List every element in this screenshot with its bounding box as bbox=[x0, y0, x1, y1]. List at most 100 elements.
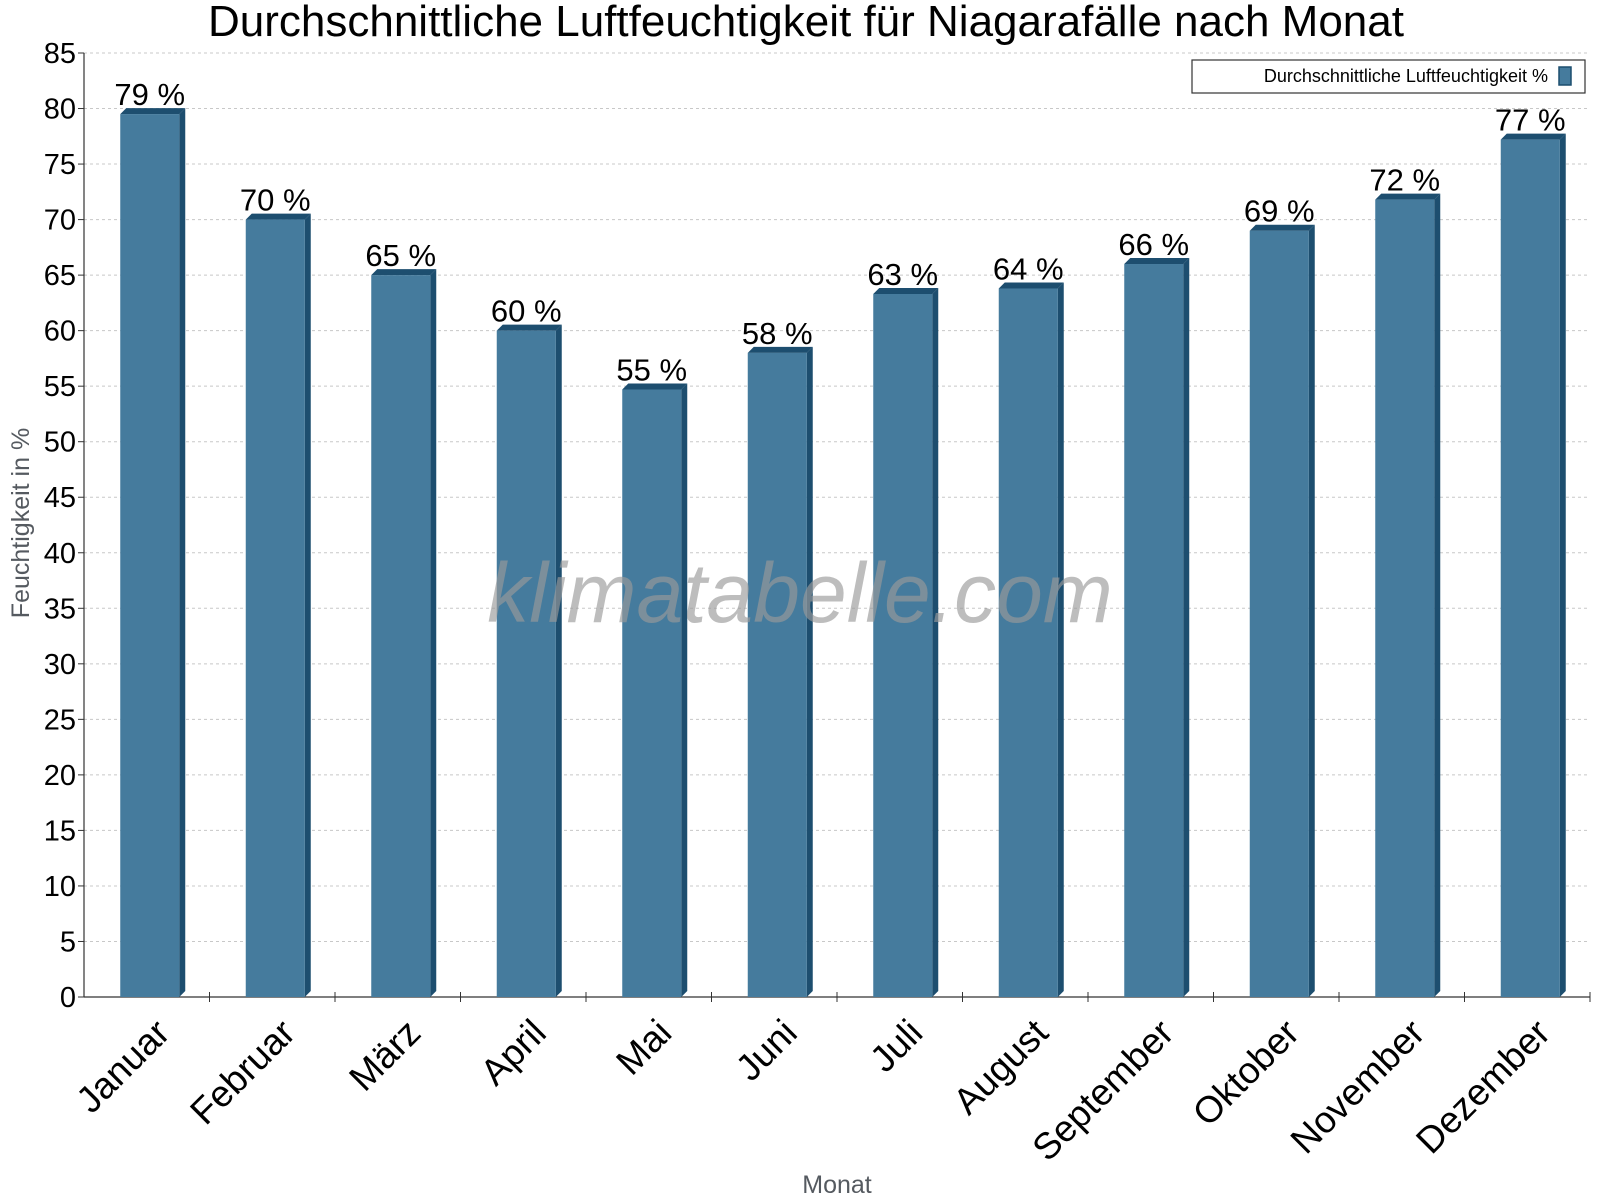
x-tick-label: Juni bbox=[728, 1012, 805, 1089]
bar-front bbox=[371, 275, 431, 997]
legend-box bbox=[1191, 59, 1586, 94]
bar-side bbox=[681, 383, 688, 997]
bar-side bbox=[1434, 193, 1441, 997]
bar-september bbox=[1124, 258, 1190, 997]
data-label: 69 % bbox=[1244, 194, 1315, 229]
y-tick-label: 65 bbox=[44, 260, 76, 292]
bar-top bbox=[1500, 133, 1566, 140]
y-tick-label: 85 bbox=[44, 38, 76, 70]
bar-side bbox=[179, 108, 186, 998]
bar-top bbox=[622, 383, 688, 390]
bar-juli bbox=[873, 287, 939, 997]
data-label: 79 % bbox=[114, 77, 185, 112]
y-tick-label: 60 bbox=[44, 316, 76, 348]
bar-front bbox=[622, 389, 682, 997]
data-label: 66 % bbox=[1118, 227, 1189, 262]
y-tick-label: 30 bbox=[44, 649, 76, 681]
data-label: 55 % bbox=[616, 353, 687, 388]
bar-front bbox=[245, 219, 305, 997]
x-tick-label: Juli bbox=[862, 1012, 930, 1080]
bar-top bbox=[1249, 224, 1315, 231]
bar-dezember bbox=[1500, 133, 1566, 998]
bar-top bbox=[245, 213, 311, 220]
bar-front bbox=[1249, 230, 1309, 998]
bar-top bbox=[873, 287, 939, 294]
bar-side bbox=[932, 287, 939, 997]
bar-side bbox=[555, 324, 562, 997]
data-labels: 79 % 70 % 65 % 60 % 55 % 58 % 63 % 64 % 66 % 69 %… bbox=[114, 77, 1565, 387]
y-tick-label: 35 bbox=[44, 593, 76, 625]
chart-title: Durchschnittliche Luftfeuchtigkeit für N… bbox=[208, 0, 1404, 46]
bar-side bbox=[304, 213, 311, 997]
bar-front bbox=[873, 293, 933, 997]
y-axis-ticks: 0 5 10 15 20 25 30 35 40 45 50 55 60 65 70 75 80 85 bbox=[44, 38, 76, 1014]
bar-juni bbox=[747, 346, 813, 997]
data-label: 63 % bbox=[867, 257, 938, 292]
bar-front bbox=[1124, 264, 1184, 997]
bar-januar bbox=[120, 108, 186, 998]
x-axis-label: Monat bbox=[802, 1171, 872, 1199]
bar-top bbox=[998, 282, 1064, 289]
bar-top bbox=[747, 346, 813, 353]
x-tick-label: Februar bbox=[182, 1012, 303, 1133]
legend: Durchschnittliche Luftfeuchtigkeit % bbox=[1191, 59, 1586, 94]
x-tick-label: Oktober bbox=[1185, 1012, 1307, 1134]
y-tick-label: 25 bbox=[44, 704, 76, 736]
data-label: 60 % bbox=[491, 294, 562, 329]
data-label: 64 % bbox=[993, 251, 1064, 286]
bar-top bbox=[120, 108, 186, 115]
bar-side bbox=[806, 346, 813, 997]
y-tick-label: 10 bbox=[44, 871, 76, 903]
x-tick-label: März bbox=[341, 1012, 428, 1099]
bar-side bbox=[1308, 224, 1315, 998]
bar-front bbox=[120, 114, 180, 998]
bar-märz bbox=[371, 269, 437, 997]
y-tick-label: 70 bbox=[44, 205, 76, 237]
data-label: 72 % bbox=[1369, 163, 1440, 198]
y-tick-label: 55 bbox=[44, 371, 76, 403]
y-tick-label: 5 bbox=[60, 926, 76, 958]
bar-top bbox=[1124, 258, 1190, 265]
data-label: 70 % bbox=[240, 183, 311, 218]
y-tick-label: 50 bbox=[44, 427, 76, 459]
x-axis-ticks: Januar Februar März April Mai Juni Juli AugustS… bbox=[68, 1011, 1557, 1168]
bar-oktober bbox=[1249, 224, 1315, 998]
bar-front bbox=[1500, 139, 1560, 998]
bar-side bbox=[430, 269, 437, 997]
bar-top bbox=[1375, 193, 1441, 200]
bar-front bbox=[998, 288, 1058, 997]
bar-side bbox=[1057, 282, 1064, 997]
y-tick-label: 0 bbox=[60, 982, 76, 1014]
y-tick-label: 75 bbox=[44, 149, 76, 181]
x-tick-label: Mai bbox=[608, 1012, 679, 1083]
legend-swatch bbox=[1558, 66, 1572, 86]
bar-april bbox=[496, 324, 562, 997]
grid-lines bbox=[84, 52, 1590, 942]
data-label: 65 % bbox=[365, 238, 436, 273]
bar-side bbox=[1183, 258, 1190, 997]
bar-top bbox=[371, 269, 437, 276]
x-tick-label: August bbox=[945, 1011, 1056, 1122]
bar-mai bbox=[622, 383, 688, 997]
y-axis-label: Feuchtigkeit in % bbox=[7, 428, 35, 618]
data-label: 58 % bbox=[742, 316, 813, 351]
y-tick-label: 80 bbox=[44, 94, 76, 126]
bars bbox=[120, 108, 1566, 998]
x-tick-label: April bbox=[473, 1012, 554, 1093]
bar-februar bbox=[245, 213, 311, 997]
y-tick-label: 40 bbox=[44, 538, 76, 570]
x-tick-label: Januar bbox=[68, 1012, 177, 1121]
bar-front bbox=[747, 352, 807, 997]
watermark-text: klimatabelle.com bbox=[487, 546, 1113, 640]
data-label: 77 % bbox=[1495, 103, 1566, 138]
bar-front bbox=[496, 330, 556, 997]
legend-label: Durchschnittliche Luftfeuchtigkeit % bbox=[1264, 66, 1548, 86]
y-tick-label: 45 bbox=[44, 482, 76, 514]
bar-top bbox=[496, 324, 562, 331]
bar-side bbox=[1559, 133, 1566, 998]
x-tick-label: November bbox=[1283, 1012, 1433, 1162]
axes bbox=[78, 52, 1591, 1002]
y-tick-label: 15 bbox=[44, 815, 76, 847]
y-tick-label: 20 bbox=[44, 760, 76, 792]
